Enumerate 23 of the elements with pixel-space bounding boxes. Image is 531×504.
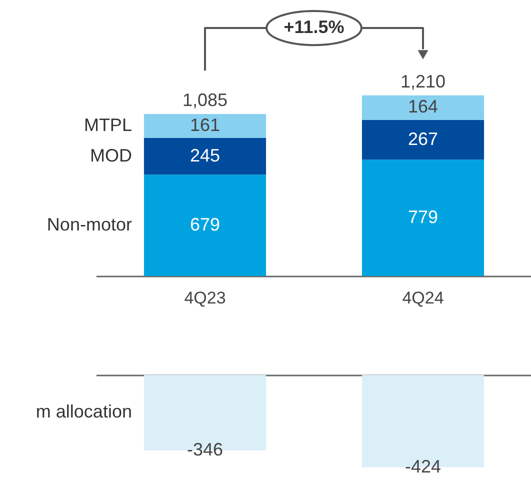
text: +11.5% [284,17,344,38]
x-tick-label: 4Q23 [184,288,226,308]
data-label: 245 [190,145,220,166]
x-tick-label: 4Q24 [402,288,444,308]
data-label: 267 [408,128,438,149]
series-label: m allocation [36,402,132,422]
bar [144,114,266,138]
total-label: 1,085 [182,90,228,110]
data-label: 164 [408,96,438,117]
series-label: MTPL [84,115,132,136]
bar [362,120,484,160]
data-label: -346 [186,439,224,460]
data-label: 161 [190,115,220,136]
data-label: 779 [408,206,438,227]
data-label: -424 [404,456,442,476]
series-label: Non-motor [46,214,132,234]
data-label: 679 [190,214,220,234]
bar [362,160,484,276]
bar [144,138,266,175]
series-label: MOD [90,145,132,166]
bar [144,174,266,276]
bar [362,95,484,120]
total-label: 1,210 [400,71,446,92]
